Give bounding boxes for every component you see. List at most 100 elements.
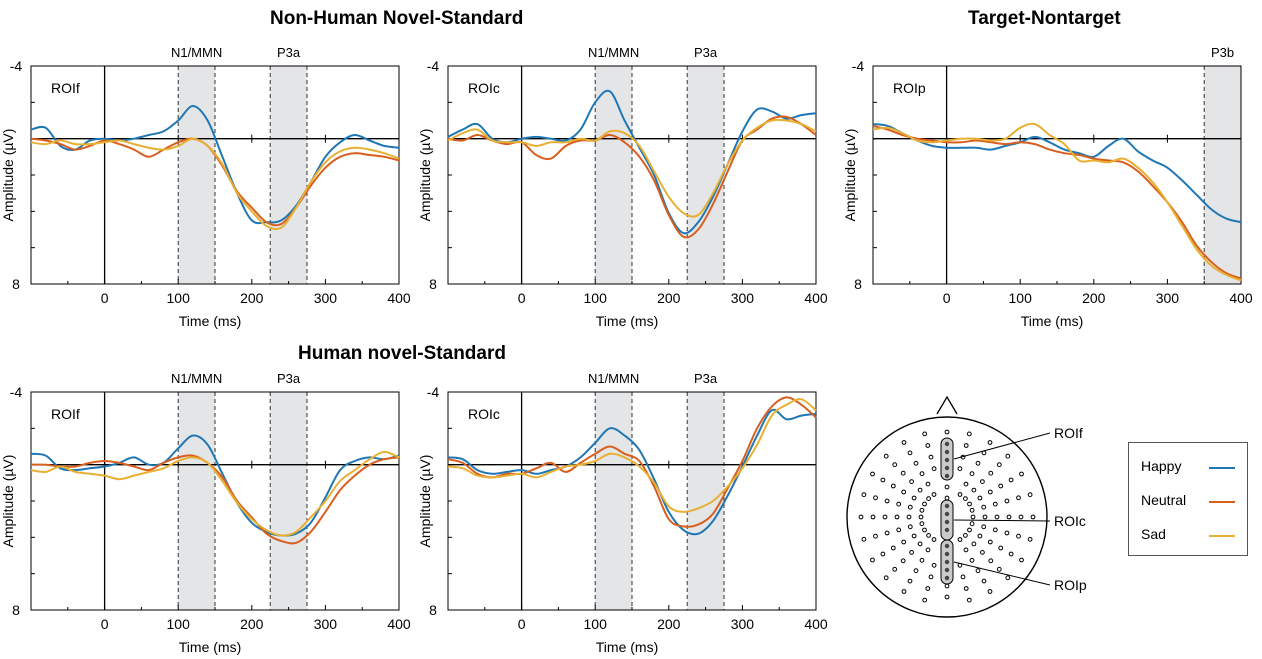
electrode-dot bbox=[925, 586, 931, 591]
electrode-dot bbox=[883, 453, 889, 459]
title-nonhuman: Non-Human Novel-Standard bbox=[270, 8, 524, 29]
electrode-dot bbox=[906, 514, 912, 520]
electrode-dot bbox=[870, 514, 876, 520]
panel-label: ROIf bbox=[51, 80, 80, 96]
x-axis-label: Time (ms) bbox=[179, 313, 241, 329]
electrode-dot bbox=[1008, 551, 1014, 557]
y-axis-label: Amplitude (µV) bbox=[417, 455, 433, 548]
electrode-dot bbox=[1016, 495, 1021, 501]
plot-frame bbox=[872, 65, 1242, 285]
series-line-neutral bbox=[447, 115, 817, 239]
electrode-dot bbox=[944, 484, 950, 490]
time-window-shade bbox=[595, 66, 632, 284]
x-tick-label: 400 bbox=[804, 616, 828, 632]
electrode-dot bbox=[1008, 477, 1014, 483]
legend-label: Sad bbox=[1141, 526, 1166, 542]
electrode-dot bbox=[982, 514, 988, 520]
time-window-shade bbox=[595, 392, 632, 610]
y-tick-label: 8 bbox=[12, 276, 20, 292]
electrode-dot bbox=[884, 530, 890, 536]
x-tick-label: 300 bbox=[731, 290, 755, 306]
series-line-happy bbox=[872, 123, 1242, 224]
x-tick-label: 100 bbox=[1009, 290, 1033, 306]
electrode-dot bbox=[917, 487, 923, 493]
electrode-dot bbox=[926, 496, 931, 502]
chart-panel-4: N1/MMN P3a 0 100 200 300 400 -4 8 Time (ms) Amplit… bbox=[0, 371, 411, 655]
electrode-dot bbox=[928, 454, 934, 460]
x-axis-label: Time (ms) bbox=[596, 639, 658, 655]
electrode-dot bbox=[969, 471, 975, 477]
title-target: Target-Nontarget bbox=[968, 8, 1121, 29]
electrode-dot bbox=[1005, 453, 1011, 459]
electrode-dot bbox=[963, 547, 969, 553]
electrode-dot bbox=[971, 487, 977, 493]
electrode-dot bbox=[996, 462, 1002, 468]
electrode-dot bbox=[892, 462, 898, 468]
y-axis-label: Amplitude (µV) bbox=[417, 129, 433, 222]
electrode-dot bbox=[996, 566, 1002, 572]
series-line-sad bbox=[30, 137, 400, 231]
electrode-dot bbox=[901, 489, 907, 495]
electrode-dot bbox=[901, 589, 907, 594]
electrode-dot bbox=[873, 495, 878, 501]
series-line-sad bbox=[872, 122, 1242, 282]
electrode-dot bbox=[957, 537, 963, 542]
x-tick-label: 0 bbox=[518, 616, 526, 632]
chart-panel-5: N1/MMN P3a 0 100 200 300 400 -4 8 Time (ms) Amplit… bbox=[417, 371, 828, 655]
electrode-dot bbox=[994, 514, 1000, 520]
roi-label: ROIp bbox=[1054, 577, 1087, 593]
time-window-shade bbox=[270, 392, 307, 610]
electrode-dot bbox=[917, 541, 923, 547]
electrode-dot bbox=[1027, 492, 1033, 498]
chart-panel-3: P3b 0 100 200 300 400 -4 8 Time (ms) Amplitude (µ… bbox=[842, 45, 1253, 329]
legend-swatch bbox=[1209, 535, 1235, 537]
electrode-dot bbox=[925, 547, 931, 553]
electrode-dot bbox=[957, 492, 963, 497]
electrode-dot bbox=[901, 440, 907, 445]
y-tick-label: 8 bbox=[854, 276, 862, 292]
y-tick-label: 8 bbox=[429, 602, 437, 618]
series-line-happy bbox=[30, 434, 400, 537]
electrode-dot bbox=[1016, 533, 1021, 539]
roi-electrode bbox=[944, 551, 950, 557]
electrode-dot bbox=[907, 578, 913, 584]
roi-label: ROIf bbox=[1054, 425, 1083, 441]
series-line-sad bbox=[447, 398, 817, 513]
electrode-dot bbox=[907, 450, 913, 456]
electrode-dot bbox=[873, 533, 878, 539]
electrode-dot bbox=[980, 550, 985, 555]
roi-electrode bbox=[944, 511, 950, 517]
legend-label: Happy bbox=[1141, 458, 1182, 474]
panel-label: ROIp bbox=[893, 80, 926, 96]
time-window-shade bbox=[178, 66, 215, 284]
time-window-label: N1/MMN bbox=[171, 45, 222, 60]
electrode-dot bbox=[900, 558, 906, 564]
electrode-dot bbox=[960, 574, 966, 580]
electrode-dot bbox=[987, 440, 993, 445]
x-axis-label: Time (ms) bbox=[596, 313, 658, 329]
electrode-dot bbox=[913, 460, 919, 466]
electrode-dot bbox=[896, 527, 902, 533]
x-tick-label: 200 bbox=[1082, 290, 1106, 306]
electrode-dot bbox=[963, 586, 969, 591]
time-window-shade bbox=[1204, 66, 1241, 284]
electrode-dot bbox=[969, 521, 975, 527]
electrode-dot bbox=[931, 466, 937, 472]
electrode-dot bbox=[1005, 575, 1011, 581]
roi-electrode bbox=[944, 473, 950, 479]
electrode-dot bbox=[944, 583, 950, 589]
x-tick-label: 300 bbox=[314, 290, 338, 306]
head-map: ROIf ROIc ROIp bbox=[846, 395, 1087, 618]
roi-electrode bbox=[944, 575, 950, 581]
y-tick-label: -4 bbox=[852, 58, 865, 74]
electrode-dot bbox=[925, 481, 931, 487]
x-tick-label: 100 bbox=[584, 616, 608, 632]
panel-label: ROIc bbox=[468, 80, 500, 96]
electrode-dot bbox=[981, 578, 987, 584]
x-tick-label: 300 bbox=[314, 616, 338, 632]
electrode-dot bbox=[913, 568, 919, 574]
panel-label: ROIf bbox=[51, 406, 80, 422]
electrode-dot bbox=[957, 466, 963, 472]
electrode-dot bbox=[880, 551, 886, 557]
